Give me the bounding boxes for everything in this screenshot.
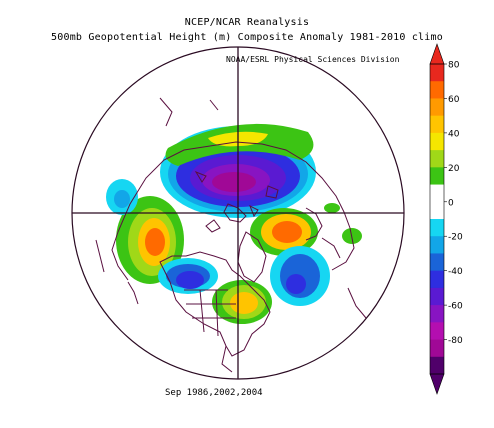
- colorbar-tick-label: 0: [448, 198, 454, 208]
- colorbar-tick-label: -80: [448, 336, 463, 346]
- colorbar-segment: [430, 81, 444, 99]
- colorbar-segment: [430, 305, 444, 323]
- colorbar-segment: [430, 132, 444, 151]
- colorbar-segment: [430, 184, 444, 203]
- colorbar-segment: [430, 219, 444, 237]
- colorbar-segment: [430, 150, 444, 168]
- colorbar-segment: [430, 253, 444, 272]
- pacific-negative-anomaly: [106, 179, 138, 215]
- colorbar-tick-label: 80: [448, 61, 460, 71]
- colorbar-tick-label: 40: [448, 129, 460, 139]
- europe-positive-anomaly: [250, 208, 318, 256]
- colorbar-segment: [430, 236, 444, 254]
- colorbar-segment: [430, 287, 444, 306]
- map-title-line1: NCEP/NCAR Reanalysis: [184, 17, 310, 28]
- eastnam-positive-anomaly: [212, 280, 272, 324]
- colorbar-segment: [430, 115, 444, 134]
- map-boundary: [71, 46, 405, 380]
- colorbar: 80 60 40 20 0 -20 -40 -60 -80: [429, 43, 463, 395]
- colorbar-tick-label: -60: [448, 302, 463, 312]
- map-title-line2: 500mb Geopotential Height (m) Composite …: [51, 32, 443, 43]
- colorbar-top-arrow: [429, 43, 445, 65]
- anomaly-field: [72, 47, 404, 379]
- colorbar-segment: [430, 98, 444, 117]
- credit-label: NOAA/ESRL Physical Sciences Division: [226, 55, 400, 64]
- colorbar-segment: [430, 201, 444, 220]
- colorbar-tick-label: -40: [448, 267, 463, 277]
- colorbar-segment: [430, 339, 444, 358]
- colorbar-tick-label: -20: [448, 233, 463, 243]
- russia-negative-anomaly: [270, 246, 330, 306]
- colorbar-segment: [430, 322, 444, 340]
- colorbar-segment: [430, 64, 444, 82]
- colorbar-tick-label: 20: [448, 164, 460, 174]
- graticule: [72, 47, 404, 379]
- colorbar-segment: [430, 356, 444, 375]
- westnam-negative-anomaly: [158, 258, 218, 294]
- colorbar-segment: [430, 270, 444, 289]
- coastlines: [95, 97, 367, 373]
- siberia-positive-anomaly: [116, 196, 184, 284]
- colorbar-segment: [430, 167, 444, 185]
- colorbar-tick-label: 60: [448, 95, 460, 105]
- composite-dates: Sep 1986,2002,2004: [165, 388, 263, 398]
- colorbar-bottom-arrow: [429, 373, 445, 395]
